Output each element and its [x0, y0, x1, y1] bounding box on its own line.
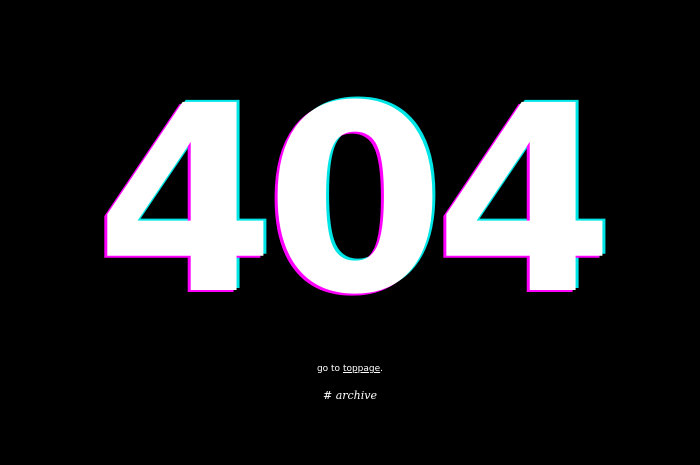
back-prefix: go to — [316, 364, 343, 374]
back-to-top-text: go to toppage. — [0, 364, 700, 374]
error-code-heading: 404 — [95, 51, 615, 351]
toppage-link[interactable]: toppage — [342, 364, 381, 374]
back-suffix: . — [380, 364, 384, 374]
archive-link[interactable]: # archive — [322, 389, 378, 402]
